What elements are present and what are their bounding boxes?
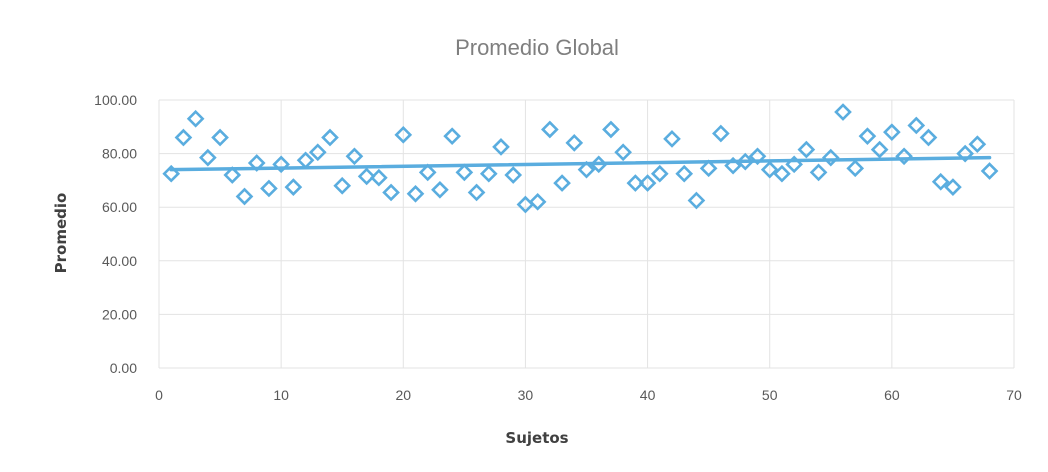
data-point-32 xyxy=(541,120,559,139)
y-axis-title: Promedio xyxy=(52,193,70,274)
x-tick-label: 10 xyxy=(273,387,289,403)
data-point-7 xyxy=(235,187,254,206)
data-point-9 xyxy=(260,179,278,198)
data-point-17 xyxy=(357,167,376,186)
x-tick-label: 70 xyxy=(1006,387,1022,403)
data-point-38 xyxy=(614,143,632,162)
y-tick-label: 20.00 xyxy=(102,306,137,322)
data-point-46 xyxy=(712,124,730,143)
x-axis-title: Sujetos xyxy=(505,429,568,447)
data-point-22 xyxy=(418,163,437,182)
data-point-62 xyxy=(907,116,926,135)
data-point-31 xyxy=(528,193,547,211)
y-tick-label: 0.00 xyxy=(110,360,137,376)
x-tick-label: 30 xyxy=(518,387,534,403)
data-point-64 xyxy=(931,172,950,191)
data-point-54 xyxy=(809,163,828,182)
data-point-55 xyxy=(821,148,840,167)
data-point-56 xyxy=(834,103,852,121)
data-point-24 xyxy=(443,127,461,146)
y-tick-label: 100.00 xyxy=(94,92,137,108)
data-point-40 xyxy=(638,174,657,192)
data-point-13 xyxy=(308,143,327,162)
data-point-43 xyxy=(675,164,694,183)
data-point-2 xyxy=(174,128,193,147)
data-point-19 xyxy=(382,183,400,202)
data-point-15 xyxy=(333,176,352,195)
gridlines xyxy=(158,99,1015,369)
data-point-51 xyxy=(773,164,791,183)
y-tick-label: 60.00 xyxy=(102,199,137,215)
data-point-34 xyxy=(565,134,584,152)
data-point-37 xyxy=(602,120,620,139)
data-point-57 xyxy=(846,159,865,178)
data-point-23 xyxy=(431,180,449,199)
data-point-16 xyxy=(345,147,364,166)
data-point-60 xyxy=(883,123,901,141)
y-tick-label: 80.00 xyxy=(102,146,137,162)
data-point-50 xyxy=(760,160,779,179)
data-point-61 xyxy=(895,147,913,166)
data-point-47 xyxy=(724,156,742,175)
data-point-25 xyxy=(455,163,474,182)
data-point-3 xyxy=(186,109,205,128)
y-tick-label: 40.00 xyxy=(102,253,137,269)
data-point-5 xyxy=(211,128,229,147)
data-point-29 xyxy=(504,166,523,184)
data-point-36 xyxy=(589,155,608,174)
data-point-11 xyxy=(284,178,303,196)
data-point-42 xyxy=(663,130,681,148)
data-point-41 xyxy=(650,164,669,183)
data-point-8 xyxy=(247,154,266,172)
data-point-12 xyxy=(296,151,315,170)
data-point-44 xyxy=(687,191,706,210)
data-points xyxy=(162,103,999,214)
data-point-20 xyxy=(394,126,413,144)
data-point-59 xyxy=(870,140,889,159)
data-point-66 xyxy=(956,144,974,163)
data-point-10 xyxy=(272,155,290,174)
x-axis-ticks: 0 10 20 30 40 50 60 70 xyxy=(155,387,1022,403)
y-axis-ticks: 0.00 20.00 40.00 60.00 80.00 100.00 xyxy=(94,92,137,376)
data-point-48 xyxy=(736,152,755,171)
x-tick-label: 40 xyxy=(640,387,656,403)
x-tick-label: 0 xyxy=(155,387,163,403)
data-point-1 xyxy=(162,164,181,183)
data-point-53 xyxy=(797,140,816,159)
data-point-21 xyxy=(406,184,425,203)
data-point-52 xyxy=(785,155,803,174)
x-tick-label: 60 xyxy=(884,387,900,403)
data-point-45 xyxy=(699,159,718,178)
chart-title: Promedio Global xyxy=(455,35,619,60)
data-point-39 xyxy=(626,174,645,192)
data-point-33 xyxy=(553,174,571,192)
data-point-65 xyxy=(944,178,962,196)
trendline xyxy=(169,155,992,172)
data-point-35 xyxy=(577,160,596,179)
data-point-18 xyxy=(370,168,388,187)
data-point-26 xyxy=(467,183,486,202)
x-tick-label: 50 xyxy=(762,387,778,403)
data-point-58 xyxy=(858,127,877,146)
data-point-6 xyxy=(223,166,242,184)
data-point-67 xyxy=(968,135,987,154)
data-point-28 xyxy=(492,138,510,156)
data-point-63 xyxy=(919,128,938,147)
data-point-14 xyxy=(321,128,339,147)
data-point-68 xyxy=(980,162,999,180)
data-point-49 xyxy=(748,147,767,166)
data-point-27 xyxy=(479,164,498,183)
data-point-4 xyxy=(199,148,217,167)
x-tick-label: 20 xyxy=(395,387,411,403)
